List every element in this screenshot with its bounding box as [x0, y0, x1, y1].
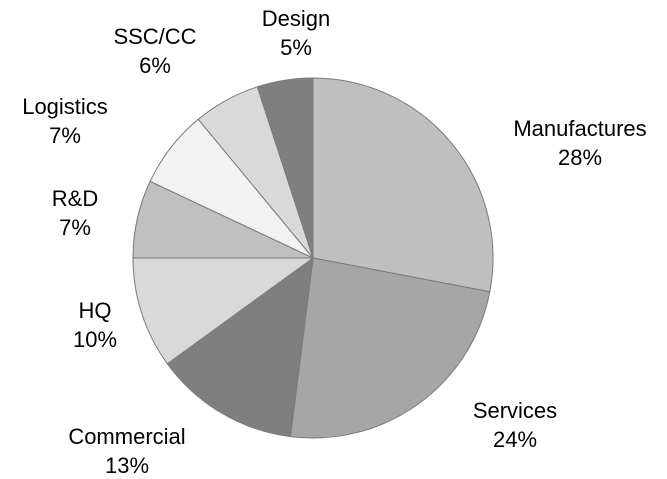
pie-slice [256, 77, 314, 259]
category-label: Manufactures [513, 116, 646, 141]
value-label: 13% [105, 453, 149, 478]
value-label: 10% [73, 327, 117, 352]
pie-slice [132, 257, 315, 365]
category-label: HQ [79, 298, 112, 323]
category-label: Services [473, 398, 557, 423]
pie-slice [166, 256, 314, 438]
pie-slice [312, 77, 494, 293]
category-label: Logistics [22, 94, 108, 119]
category-label: Commercial [68, 424, 185, 449]
pie-slice [289, 257, 491, 439]
value-label: 24% [493, 427, 537, 452]
value-label: 5% [280, 35, 312, 60]
value-label: 28% [558, 145, 602, 170]
category-label: R&D [52, 186, 98, 211]
category-label: Design [262, 6, 330, 31]
value-label: 6% [139, 53, 171, 78]
value-label: 7% [59, 215, 91, 240]
category-label: SSC/CC [113, 24, 196, 49]
value-label: 7% [49, 123, 81, 148]
